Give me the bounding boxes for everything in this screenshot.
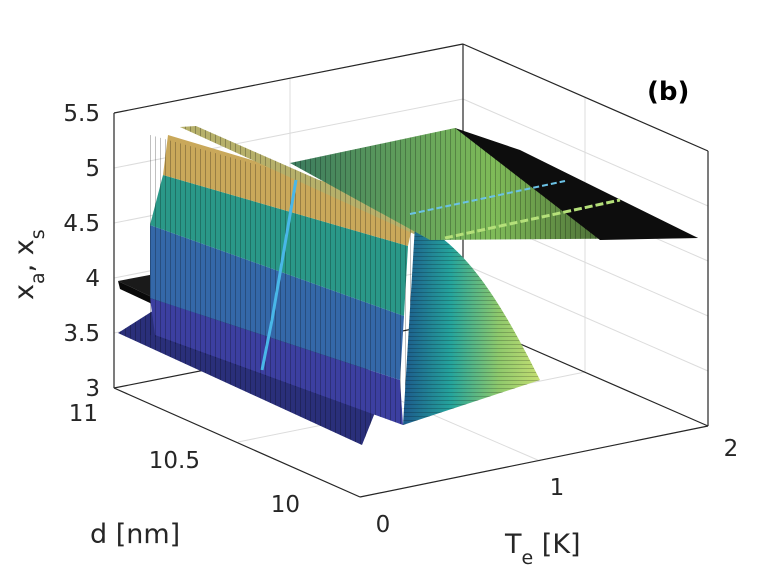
- y-axis-label-unit: [K]: [533, 529, 580, 560]
- y-axis-label-sub: e: [522, 547, 534, 569]
- z-tick-label: 4: [85, 266, 100, 292]
- z-tick-label: 3: [85, 376, 100, 402]
- x-tick-label: 10.5: [149, 448, 200, 474]
- y-axis-ticks: 0 1 2: [376, 436, 739, 538]
- y-axis-label: Te [K]: [504, 529, 581, 569]
- z-tick-label: 5: [85, 156, 100, 182]
- z-tick-label: 4.5: [63, 211, 100, 237]
- y-tick-label: 0: [376, 512, 391, 538]
- panel-label: (b): [647, 77, 689, 107]
- x-tick-label: 10: [271, 492, 300, 518]
- y-tick-label: 1: [550, 475, 565, 501]
- x-axis-ticks: 11 10.5 10: [69, 401, 300, 518]
- surface-xs: [118, 126, 698, 445]
- z-tick-label: 3.5: [63, 321, 100, 347]
- x-tick-label: 11: [69, 401, 98, 427]
- z-axis-label: xa, xs: [9, 229, 49, 300]
- z-tick-label: 5.5: [63, 101, 100, 127]
- z-axis-ticks: 5.5 5 4.5 4 3.5 3: [63, 101, 100, 402]
- y-tick-label: 2: [724, 436, 739, 462]
- x-axis-label: d [nm]: [90, 519, 180, 550]
- y-axis-label-main: T: [504, 529, 522, 560]
